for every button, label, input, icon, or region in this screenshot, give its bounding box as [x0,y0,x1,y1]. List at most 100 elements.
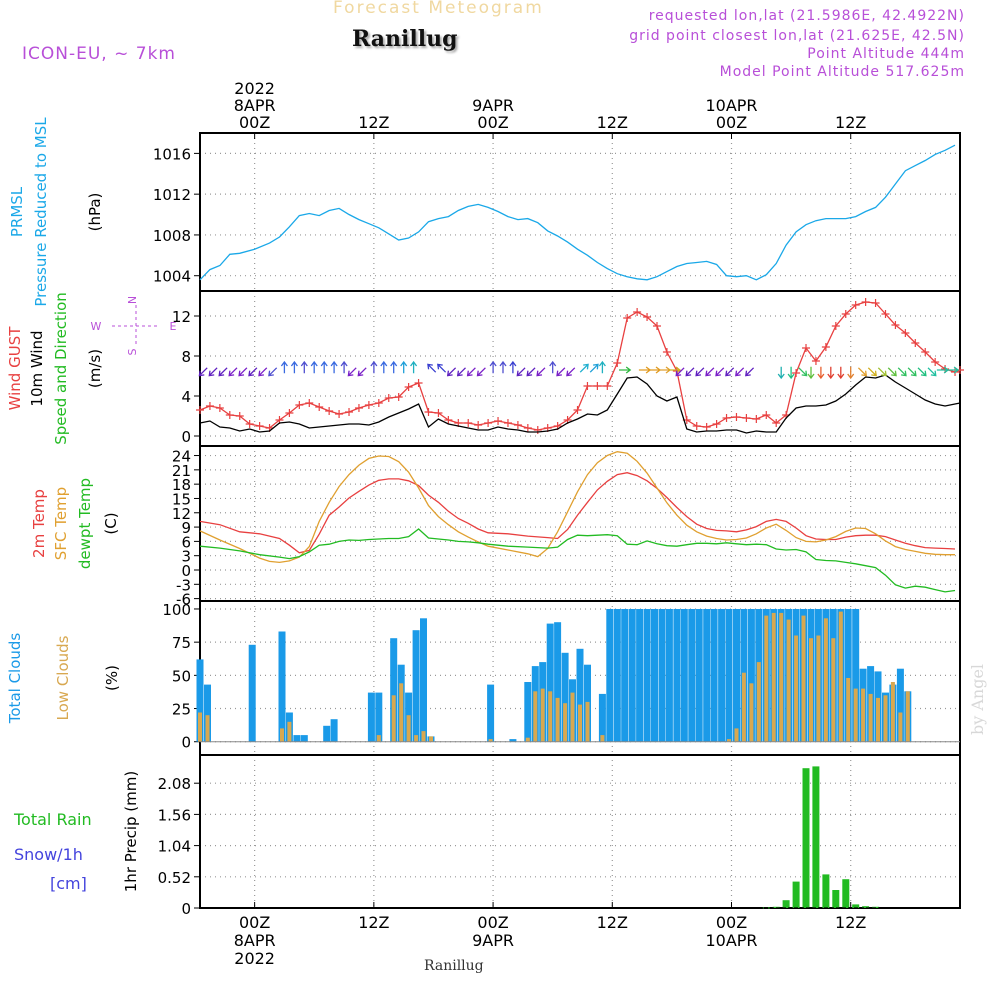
precip-axis-label: 1hr Precip (mm) [122,771,140,892]
wind-arrow [556,367,566,377]
time-label-bottom: 12Z [835,913,866,932]
total-cloud-bar [412,630,420,742]
low-cloud-bar [578,704,582,742]
gust-marker [295,401,304,409]
low-cloud-bar [198,712,202,742]
wind-arrow [300,360,308,374]
gust-marker [931,358,940,366]
wind-arrow [705,367,715,377]
low-cloud-bar [890,682,895,742]
total-cloud-bar [643,609,651,742]
y-tick-label: 12 [172,308,191,326]
wind-arrow [867,367,877,377]
gust-marker [444,416,453,424]
total-cloud-bar [367,692,375,742]
total-cloud-bar [546,623,554,742]
time-label-top: 00Z [239,113,270,132]
gust-marker [474,421,483,429]
wind-arrow [745,367,755,377]
gust-marker [702,423,711,431]
precip-legend-unit: [cm] [50,874,87,893]
low-cloud-bar [779,612,784,742]
requested-coords: requested lon,lat (21.5986E, 42.4922N) [648,8,965,24]
compass-n: N [126,296,139,304]
wind-arrow [218,367,228,377]
low-cloud-bar [414,735,419,742]
wind-arrow [198,367,208,377]
low-cloud-bar [585,701,590,742]
gust-marker [841,310,850,318]
wind-arrow [695,367,705,377]
total-cloud-bar [896,668,904,742]
panel-side-label: Total Clouds [6,633,24,725]
low-cloud-bar [280,728,284,742]
wind-arrow [907,367,917,377]
y-tick-label: 8 [181,348,191,366]
time-label-top: 00Z [477,113,508,132]
low-cloud-bar [816,635,821,742]
gust-marker [911,339,920,347]
panel-side-label: 2m Temp [30,489,48,558]
total-cloud-bar [278,631,286,742]
wind-arrow [456,367,466,377]
low-cloud-bar [771,612,776,742]
gust-marker [623,314,632,322]
total-cloud-bar [248,644,256,742]
low-cloud-bar [853,688,858,742]
gust-marker [802,344,811,352]
y-tick-label: 1008 [153,227,191,245]
gust-marker [325,407,334,415]
low-cloud-bar [205,715,210,742]
wind-arrow [238,367,248,377]
wind-speed-line [199,374,961,434]
gust-marker [205,402,214,410]
wind-arrow [798,367,808,377]
total-cloud-bar [747,609,755,742]
total-cloud-bar [300,735,308,742]
wind-arrow [410,360,418,374]
wind-arrow [290,360,298,374]
gust-marker [235,412,244,420]
low-cloud-bar [905,691,910,742]
gust-marker [811,357,820,365]
temperature-line [199,472,956,554]
gust-marker [364,401,373,409]
wind-arrow [897,367,907,377]
total-cloud-bar [688,609,696,742]
gust-marker [831,322,840,330]
time-label-bottom: 00Z [477,913,508,932]
low-cloud-bar [749,683,754,742]
low-cloud-bar [734,728,739,742]
wind-arrow [847,366,855,380]
wind-arrow [248,367,258,377]
gust-marker [772,419,781,427]
low-cloud-bar [838,611,843,742]
chart-title: Forecast Meteogram [333,0,544,18]
gust-marker [712,420,721,428]
y-tick-label: -3 [176,576,191,594]
low-cloud-bar [376,735,381,742]
panel-side-label: PRMSL [8,186,26,237]
precip-legend-snow: Snow/1h [14,845,83,864]
wind-arrow [320,360,328,374]
y-tick-label: 1016 [153,145,191,163]
low-cloud-bar [764,615,769,742]
low-cloud-bar [563,703,568,742]
wind-arrow [648,366,662,374]
pressure-line [199,144,956,281]
rain-bar [842,879,850,908]
wind-arrow [566,367,576,377]
total-cloud-bar [509,739,517,742]
gust-marker [891,321,900,329]
low-cloud-bar [876,697,880,742]
low-cloud-bar [868,693,873,742]
wind-arrow [516,367,526,377]
total-cloud-bar [680,609,688,742]
time-label-top: 9APR [472,96,514,115]
gust-marker [871,299,880,307]
low-cloud-bar [831,638,836,742]
rain-bar [812,766,820,908]
y-tick-label: 1.56 [158,806,191,824]
wind-arrow [509,360,517,374]
